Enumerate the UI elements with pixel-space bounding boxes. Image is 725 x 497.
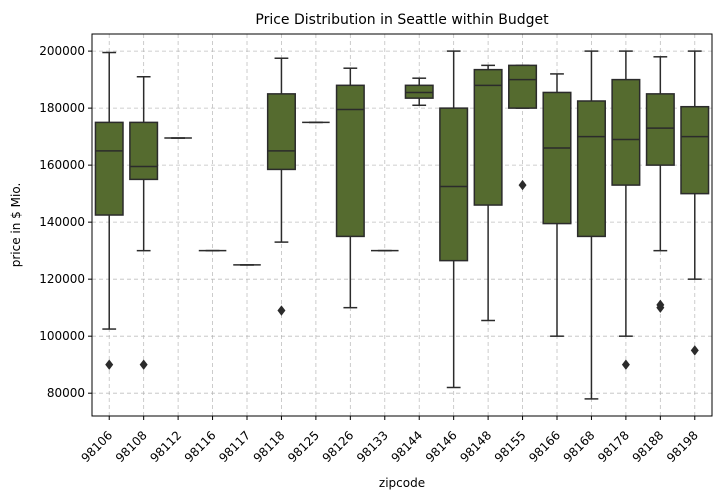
box-98146	[439, 50, 469, 389]
y-tick-label: 100000	[39, 329, 85, 343]
box-iqr	[94, 121, 124, 216]
x-tick-label: 98146	[423, 428, 460, 465]
x-tick-label: 98148	[457, 428, 494, 465]
box-98188	[645, 56, 675, 313]
box-98155	[508, 64, 538, 191]
box-98148	[473, 64, 503, 322]
box-98126	[335, 67, 365, 309]
x-tick-label: 98116	[182, 428, 219, 465]
x-tick-label: 98125	[285, 428, 322, 465]
box-iqr	[266, 93, 296, 171]
box-iqr	[473, 68, 503, 206]
outlier-point	[105, 359, 114, 370]
outlier-point	[656, 299, 665, 311]
x-tick-label: 98155	[492, 428, 529, 465]
outlier-point	[277, 305, 286, 316]
box-98168	[576, 50, 606, 400]
y-tick-label: 140000	[39, 215, 85, 229]
x-tick-label: 98106	[78, 428, 115, 465]
x-tick-label: 98166	[526, 428, 563, 465]
y-tick-label: 160000	[39, 158, 85, 172]
x-tick-label: 98126	[320, 428, 357, 465]
x-tick-label: 98117	[216, 428, 253, 465]
x-tick-label: 98118	[251, 428, 288, 465]
outlier-point	[690, 345, 699, 356]
box-iqr	[576, 100, 606, 238]
x-tick-label: 98178	[595, 428, 632, 465]
y-tick-label: 120000	[39, 272, 85, 286]
box-98178	[611, 50, 641, 370]
x-tick-label: 98133	[354, 428, 391, 465]
y-axis: 80000 100000 120000 140000 160000 180000 20000…	[39, 44, 92, 400]
box-iqr	[508, 64, 538, 109]
box-iqr	[680, 105, 710, 195]
box-iqr	[611, 78, 641, 186]
outlier-point	[139, 359, 148, 370]
y-tick-label: 180000	[39, 101, 85, 115]
box-98166	[542, 73, 572, 337]
outlier-point	[518, 179, 527, 191]
box-98144	[404, 77, 434, 107]
plot-frame	[91, 33, 713, 417]
box-iqr	[335, 84, 365, 238]
box-iqr	[129, 121, 159, 181]
y-tick-label: 80000	[47, 386, 85, 400]
box-98198	[680, 50, 710, 356]
x-axis-label: zipcode	[379, 476, 425, 490]
x-axis: 9810698108981129811698117981189812598126…	[78, 416, 701, 465]
box-layer	[94, 50, 710, 400]
y-axis-label: price in $ Mio.	[9, 183, 23, 268]
outlier-point	[621, 359, 630, 370]
box-iqr	[439, 107, 469, 262]
x-tick-label: 98198	[664, 428, 701, 465]
y-tick-label: 200000	[39, 44, 85, 58]
x-tick-label: 98144	[388, 428, 425, 465]
x-tick-label: 98108	[113, 428, 150, 465]
chart-title: Price Distribution in Seattle within Bud…	[255, 12, 549, 28]
box-iqr	[645, 93, 675, 166]
box-98106	[94, 51, 124, 370]
x-tick-label: 98188	[630, 428, 667, 465]
box-iqr	[542, 91, 572, 225]
box-98108	[129, 76, 159, 370]
x-tick-label: 98112	[147, 428, 184, 465]
x-tick-label: 98168	[561, 428, 598, 465]
box-98118	[266, 57, 296, 316]
